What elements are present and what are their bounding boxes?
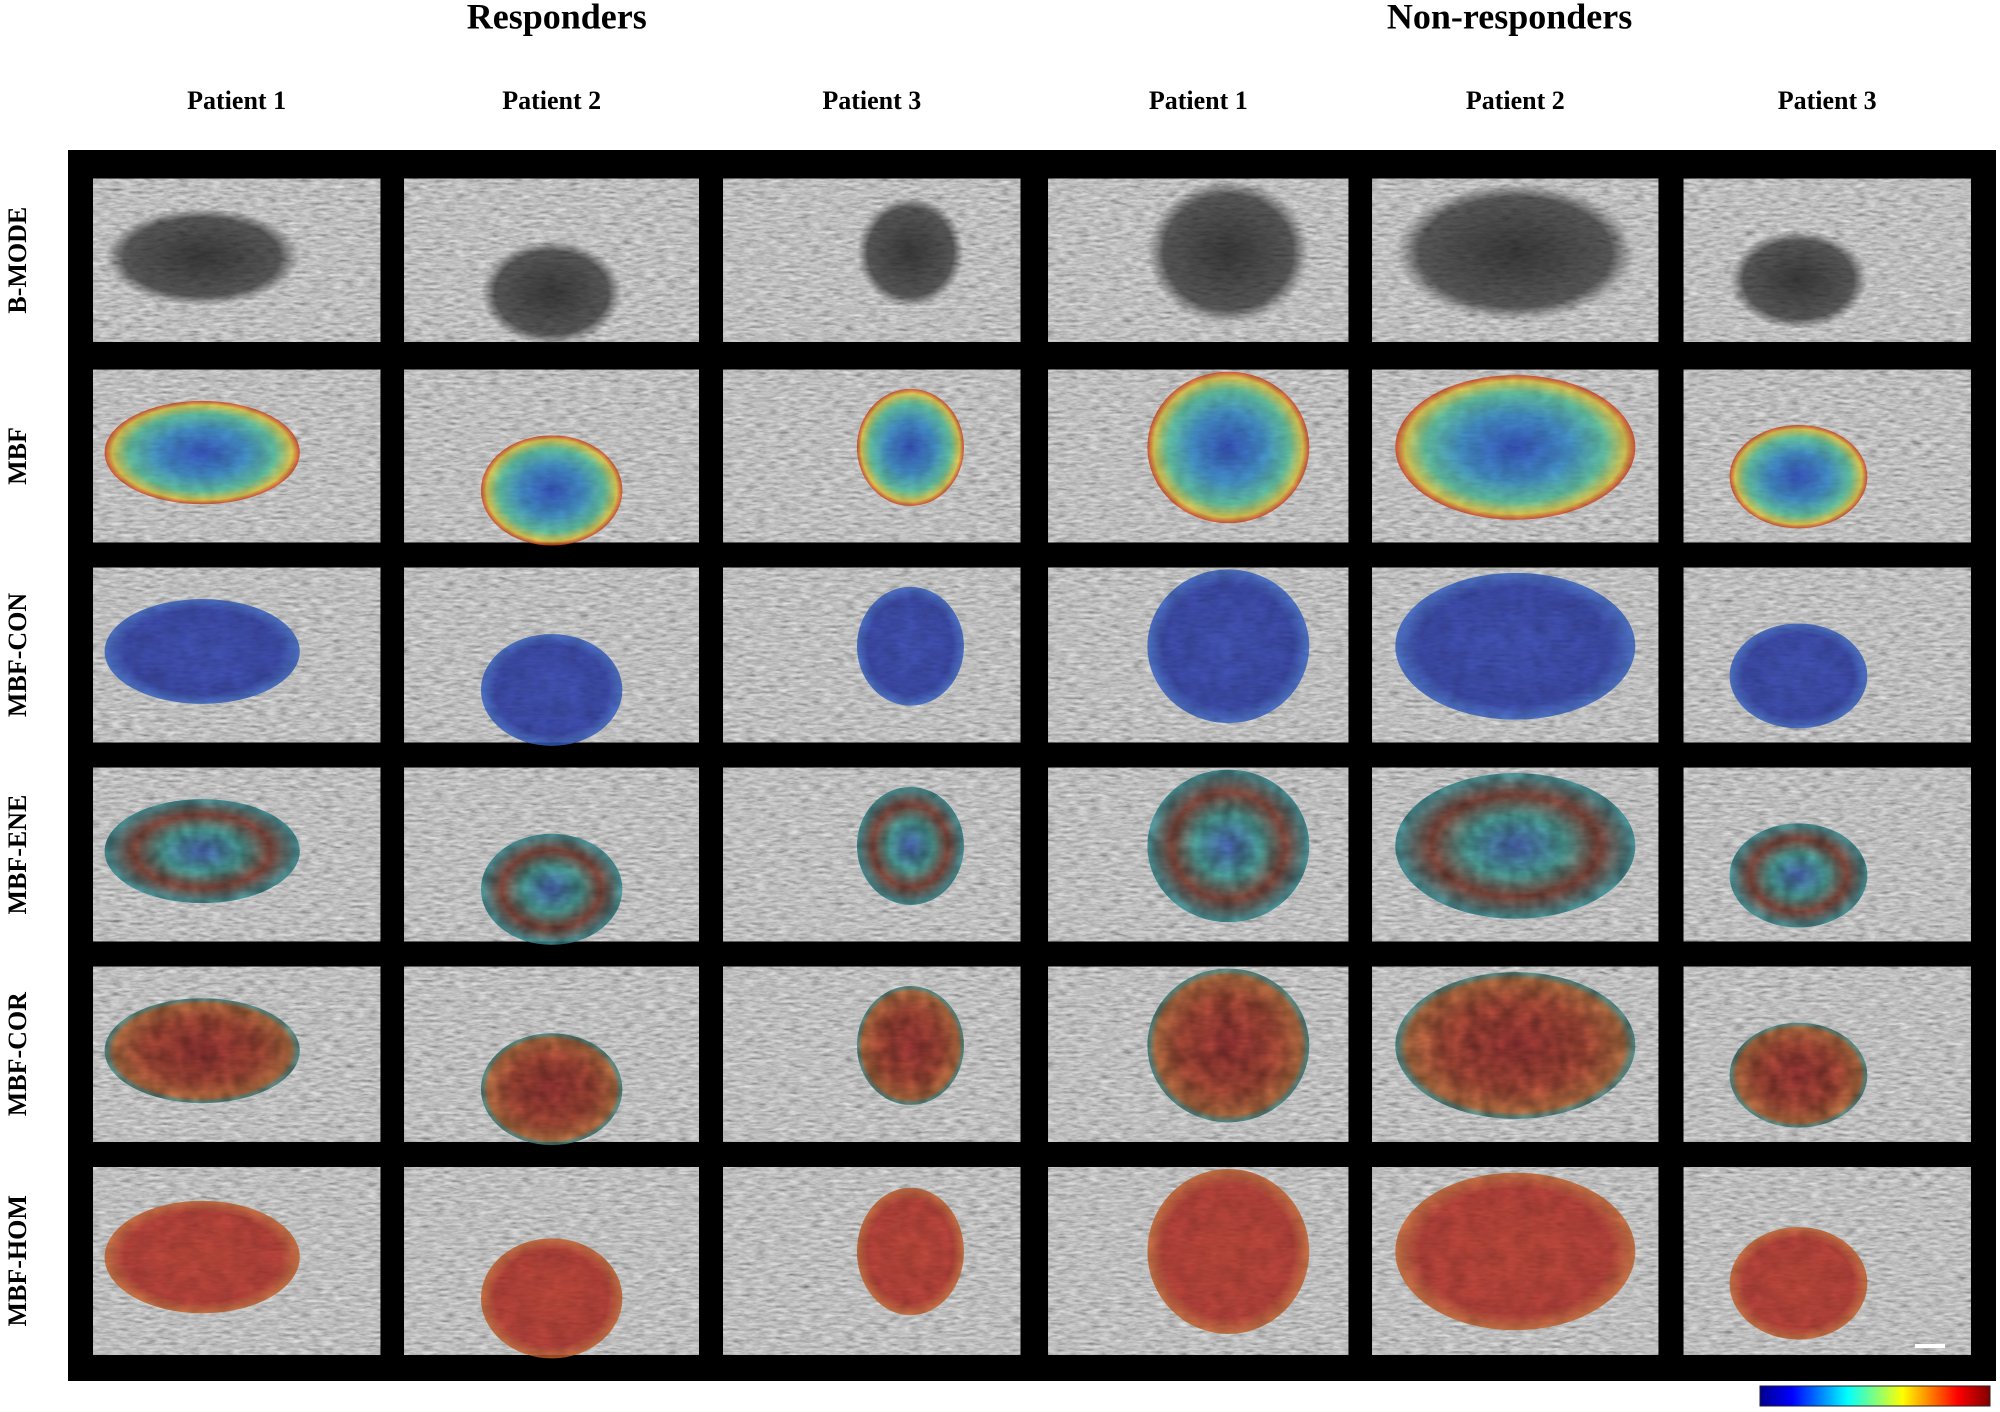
overlay-texture bbox=[856, 586, 964, 706]
lesion bbox=[1729, 230, 1868, 329]
column-header: Patient 1 bbox=[1149, 86, 1248, 115]
overlay-texture bbox=[1395, 572, 1636, 720]
ultrasound-image bbox=[723, 178, 1021, 342]
ultrasound-image bbox=[1683, 567, 1971, 743]
ultrasound-image bbox=[1048, 966, 1349, 1142]
ultrasound-image bbox=[404, 767, 699, 945]
lesion bbox=[104, 207, 300, 306]
column-header: Patient 2 bbox=[502, 86, 601, 115]
lesion bbox=[1395, 183, 1636, 321]
ultrasound-image bbox=[404, 1167, 699, 1359]
ultrasound-image bbox=[1683, 966, 1971, 1142]
overlay-texture bbox=[104, 599, 300, 704]
image-panel bbox=[68, 150, 1996, 1381]
column-header: Patient 1 bbox=[187, 86, 286, 115]
group-title: Non-responders bbox=[1387, 0, 1632, 36]
overlay-texture bbox=[856, 786, 964, 905]
lesion bbox=[480, 240, 623, 346]
overlay-texture bbox=[1395, 1172, 1636, 1331]
overlay-texture bbox=[1147, 371, 1310, 524]
row-label: MBF-CON bbox=[3, 593, 32, 717]
row-label: MBF-ENE bbox=[3, 795, 32, 915]
ultrasound-image bbox=[93, 178, 381, 342]
overlay-texture bbox=[104, 998, 300, 1104]
ultrasound-image bbox=[93, 567, 381, 743]
overlay-texture bbox=[104, 400, 300, 505]
ultrasound-image bbox=[1048, 178, 1349, 342]
ultrasound-image bbox=[1372, 966, 1659, 1142]
overlay-texture bbox=[1147, 769, 1310, 923]
colorbar bbox=[1759, 1385, 1991, 1407]
overlay-texture bbox=[856, 986, 964, 1105]
ultrasound-image bbox=[1372, 178, 1659, 342]
ultrasound-image bbox=[1683, 767, 1971, 942]
ultrasound-image bbox=[1372, 567, 1659, 743]
row-label: MBF-COR bbox=[3, 992, 32, 1116]
overlay-texture bbox=[480, 1238, 623, 1359]
lesion bbox=[1147, 180, 1310, 324]
overlay-texture bbox=[1147, 968, 1310, 1123]
overlay-texture bbox=[480, 1033, 623, 1146]
ultrasound-image bbox=[1048, 767, 1349, 942]
ultrasound-image bbox=[404, 966, 699, 1146]
ultrasound-image bbox=[93, 767, 381, 942]
column-header: Patient 2 bbox=[1466, 86, 1565, 115]
overlay-texture bbox=[1395, 375, 1636, 520]
column-header: Patient 3 bbox=[822, 86, 921, 115]
ultrasound-image bbox=[1048, 1167, 1349, 1355]
overlay-texture bbox=[1147, 1168, 1310, 1334]
ultrasound-image bbox=[1048, 369, 1349, 543]
ultrasound-image bbox=[93, 966, 381, 1142]
overlay-texture bbox=[480, 435, 623, 546]
group-title: Responders bbox=[467, 0, 647, 36]
ultrasound-image bbox=[1372, 1167, 1659, 1355]
ultrasound-image bbox=[723, 1167, 1021, 1355]
ultrasound-image bbox=[1372, 369, 1659, 543]
overlay-texture bbox=[856, 1187, 964, 1316]
overlay-texture bbox=[1729, 823, 1868, 928]
ultrasound-image bbox=[404, 369, 699, 546]
overlay-texture bbox=[480, 833, 623, 945]
overlay-texture bbox=[856, 388, 964, 506]
column-header: Patient 3 bbox=[1778, 86, 1877, 115]
ultrasound-image bbox=[723, 567, 1021, 743]
ultrasound-image bbox=[93, 369, 381, 543]
ultrasound-image bbox=[1683, 1167, 1971, 1355]
overlay-texture bbox=[1147, 569, 1310, 724]
overlay-texture bbox=[104, 799, 300, 904]
ultrasound-image bbox=[723, 966, 1021, 1142]
lesion bbox=[856, 196, 964, 308]
ultrasound-image bbox=[93, 1167, 381, 1355]
ultrasound-image bbox=[1683, 369, 1971, 543]
overlay-texture bbox=[1395, 972, 1636, 1119]
overlay-texture bbox=[1729, 623, 1868, 729]
ultrasound-image bbox=[1683, 178, 1971, 342]
overlay-texture bbox=[1729, 425, 1868, 529]
overlay-texture bbox=[104, 1200, 300, 1314]
ultrasound-image bbox=[404, 567, 699, 746]
overlay-texture bbox=[480, 634, 623, 746]
ultrasound-image bbox=[723, 369, 1021, 543]
row-label: B-MODE bbox=[3, 207, 32, 314]
row-label: MBF-HOM bbox=[3, 1195, 32, 1326]
ultrasound-image bbox=[723, 767, 1021, 942]
ultrasound-image bbox=[1372, 767, 1659, 942]
row-label: MBF bbox=[3, 427, 32, 485]
overlay-texture bbox=[1729, 1022, 1868, 1128]
ultrasound-image bbox=[404, 178, 699, 346]
overlay-texture bbox=[1729, 1227, 1868, 1340]
ultrasound-image bbox=[1048, 567, 1349, 743]
overlay-texture bbox=[1395, 773, 1636, 919]
